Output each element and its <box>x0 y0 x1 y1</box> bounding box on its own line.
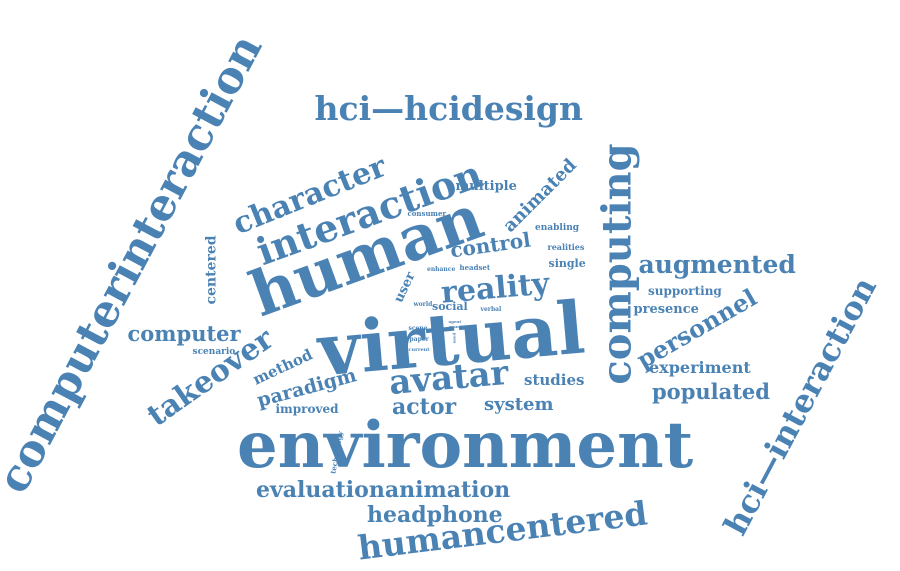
word-single: single <box>548 256 586 270</box>
word-headphone: headphone <box>367 502 503 528</box>
word-current: current <box>408 346 430 353</box>
word-experiment: experiment <box>649 358 751 377</box>
word-scene: scene <box>408 325 428 332</box>
word-consumer: consumer <box>407 208 447 218</box>
word-improved: improved <box>275 402 339 416</box>
word-computerinteraction: computerinteraction <box>0 26 272 502</box>
word-enhance: enhance <box>427 266 456 273</box>
word-augmented: augmented <box>638 249 796 279</box>
word-studies: studies <box>524 370 585 389</box>
word-computer: computer <box>127 320 241 346</box>
word-used: used <box>450 332 456 344</box>
word-populated: populated <box>652 378 770 404</box>
word-social: social <box>432 299 468 313</box>
word-enabling: enabling <box>535 222 580 233</box>
word-actor: actor <box>392 394 457 420</box>
word-supporting: supporting <box>648 284 722 298</box>
word-agent: agent <box>448 319 462 324</box>
word-paper: paper <box>409 336 429 343</box>
word-world: world <box>413 301 433 308</box>
word-presence: presence <box>633 301 699 317</box>
word-realities: realities <box>547 242 585 252</box>
word-multiple: multiple <box>455 178 517 194</box>
word-system: system <box>484 394 554 415</box>
word-evaluationanimation: evaluationanimation <box>256 477 511 503</box>
word-environment: environment <box>237 408 694 483</box>
word-centered: centered <box>203 235 220 305</box>
word-verbal: verbal <box>480 306 502 313</box>
word-scenario: scenario <box>192 346 236 357</box>
word-headset: headset <box>459 262 491 272</box>
word-hci-hcidesign: hci—hcidesign <box>314 88 584 128</box>
word-many: many <box>449 324 462 329</box>
